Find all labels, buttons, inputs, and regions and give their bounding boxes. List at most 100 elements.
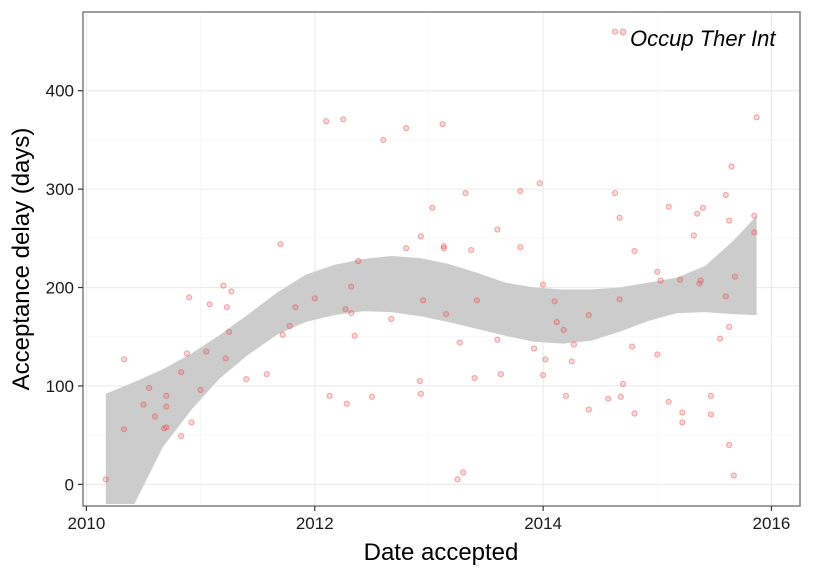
data-point [654,351,661,358]
data-point [460,469,467,476]
data-point [197,386,204,393]
legend-label: Occup Ther Int [630,26,776,51]
y-tick-label: 200 [46,279,74,298]
data-point [340,116,347,123]
data-point [416,377,423,385]
data-point [605,395,612,402]
data-point [494,226,501,233]
data-point [226,328,233,335]
data-point [440,243,447,250]
data-point [228,288,235,295]
data-point [494,336,501,343]
data-point [473,297,480,304]
y-axis-title: Acceptance delay (days) [8,128,35,391]
data-point [553,318,560,326]
x-axis-ticks: 2010 2012 2014 2016 [68,506,791,533]
grid [83,12,800,506]
data-point [220,282,227,289]
data-point [471,375,478,382]
data-point [540,372,547,379]
data-point [222,355,229,362]
x-tick-label: 2014 [524,514,562,533]
data-point [286,322,293,329]
data-point [696,280,703,287]
data-point [161,425,168,432]
data-point [629,343,636,350]
data-point [722,191,729,199]
data-point [403,245,410,252]
data-point [585,312,592,319]
legend-key-point [619,28,627,36]
data-point [562,392,570,399]
data-point [730,472,737,479]
data-point [568,358,575,365]
data-point [530,345,538,352]
data-point [355,257,362,265]
data-point [542,356,549,363]
data-point [540,281,547,288]
data-point [203,348,210,355]
data-point [417,233,424,240]
data-point [699,204,707,211]
data-point [403,125,410,132]
data-point [279,331,286,338]
data-point [443,311,450,318]
data-point [726,441,733,449]
data-point [243,376,250,383]
data-point [731,273,739,280]
data-point [311,295,318,302]
data-point [677,276,684,283]
data-point [560,326,567,333]
data-point [178,433,185,440]
data-point [690,232,697,239]
data-point [343,400,350,407]
data-point [121,356,128,363]
x-axis-title: Date accepted [364,539,519,566]
data-point [665,398,672,405]
data-point [717,335,724,342]
x-tick-label: 2016 [753,514,791,533]
data-point [517,244,524,251]
data-point [751,212,758,219]
data-point [454,476,461,483]
data-point [468,247,475,254]
data-point [348,283,355,290]
legend: Occup Ther Int [619,26,776,51]
data-point [657,277,664,284]
data-point [223,304,230,311]
data-point [722,293,729,300]
data-point [616,214,623,221]
data-point [616,296,623,303]
data-point [151,413,158,420]
data-point [697,277,704,284]
data-point [292,304,299,311]
data-point [420,297,427,304]
data-point [429,204,436,211]
data-point [163,424,170,431]
data-point [753,114,760,121]
data-point [570,341,578,348]
data-point [188,419,195,426]
data-point [417,390,424,397]
data-point [440,245,447,252]
data-point [102,476,109,483]
data-point [186,294,193,301]
data-point [178,369,185,376]
data-point [163,392,170,399]
data-point [728,163,735,170]
data-point [263,371,270,378]
data-point [380,136,387,143]
data-point [585,406,592,413]
data-point [323,118,330,125]
data-point [611,28,619,35]
data-point [694,210,701,217]
data-point [456,339,463,346]
data-points [102,28,760,483]
data-point [163,403,170,410]
smooth-confidence-band [105,215,757,504]
data-point [751,229,758,236]
plot-panel [83,12,800,506]
data-point [342,306,349,313]
data-point [679,409,686,416]
